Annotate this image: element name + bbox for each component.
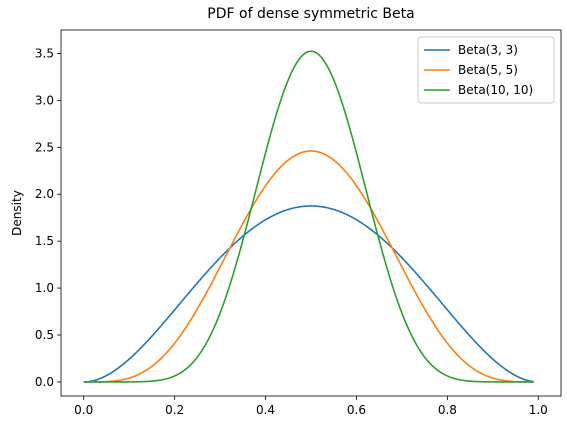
legend: Beta(3, 3) Beta(5, 5) Beta(10, 10) — [417, 36, 555, 104]
y-tick-label: 0.5 — [35, 328, 54, 342]
series-lines — [83, 50, 534, 383]
y-tick-label: 0.0 — [35, 375, 54, 389]
legend-box — [417, 36, 555, 104]
series-line-2 — [83, 150, 534, 383]
y-tick-label: 2.5 — [35, 140, 54, 154]
legend-entry-label: Beta(5, 5) — [458, 63, 518, 77]
x-tick-label: 0.0 — [74, 403, 93, 417]
plot-area — [60, 29, 562, 397]
x-tick-label: 0.6 — [347, 403, 366, 417]
y-tick-label: 1.0 — [35, 281, 54, 295]
y-axis-label: Density — [10, 190, 24, 236]
y-tick-label: 1.5 — [35, 234, 54, 248]
x-tick-label: 0.8 — [438, 403, 457, 417]
plot-frame — [60, 29, 562, 397]
x-axis: 0.0 0.2 0.4 0.6 0.8 1.0 — [74, 396, 548, 417]
x-tick-label: 1.0 — [529, 403, 548, 417]
legend-entry-label: Beta(10, 10) — [458, 83, 533, 97]
y-tick-label: 2.0 — [35, 187, 54, 201]
legend-entry-label: Beta(3, 3) — [458, 43, 518, 57]
y-tick-label: 3.5 — [35, 46, 54, 60]
series-line-1 — [83, 205, 534, 383]
y-axis: 0.0 0.5 1.0 1.5 2.0 2.5 3.0 3.5 — [35, 46, 61, 389]
x-tick-label: 0.4 — [256, 403, 275, 417]
chart-title: PDF of dense symmetric Beta — [207, 6, 414, 22]
y-tick-label: 3.0 — [35, 93, 54, 107]
x-tick-label: 0.2 — [165, 403, 184, 417]
series-line-3 — [83, 50, 534, 383]
